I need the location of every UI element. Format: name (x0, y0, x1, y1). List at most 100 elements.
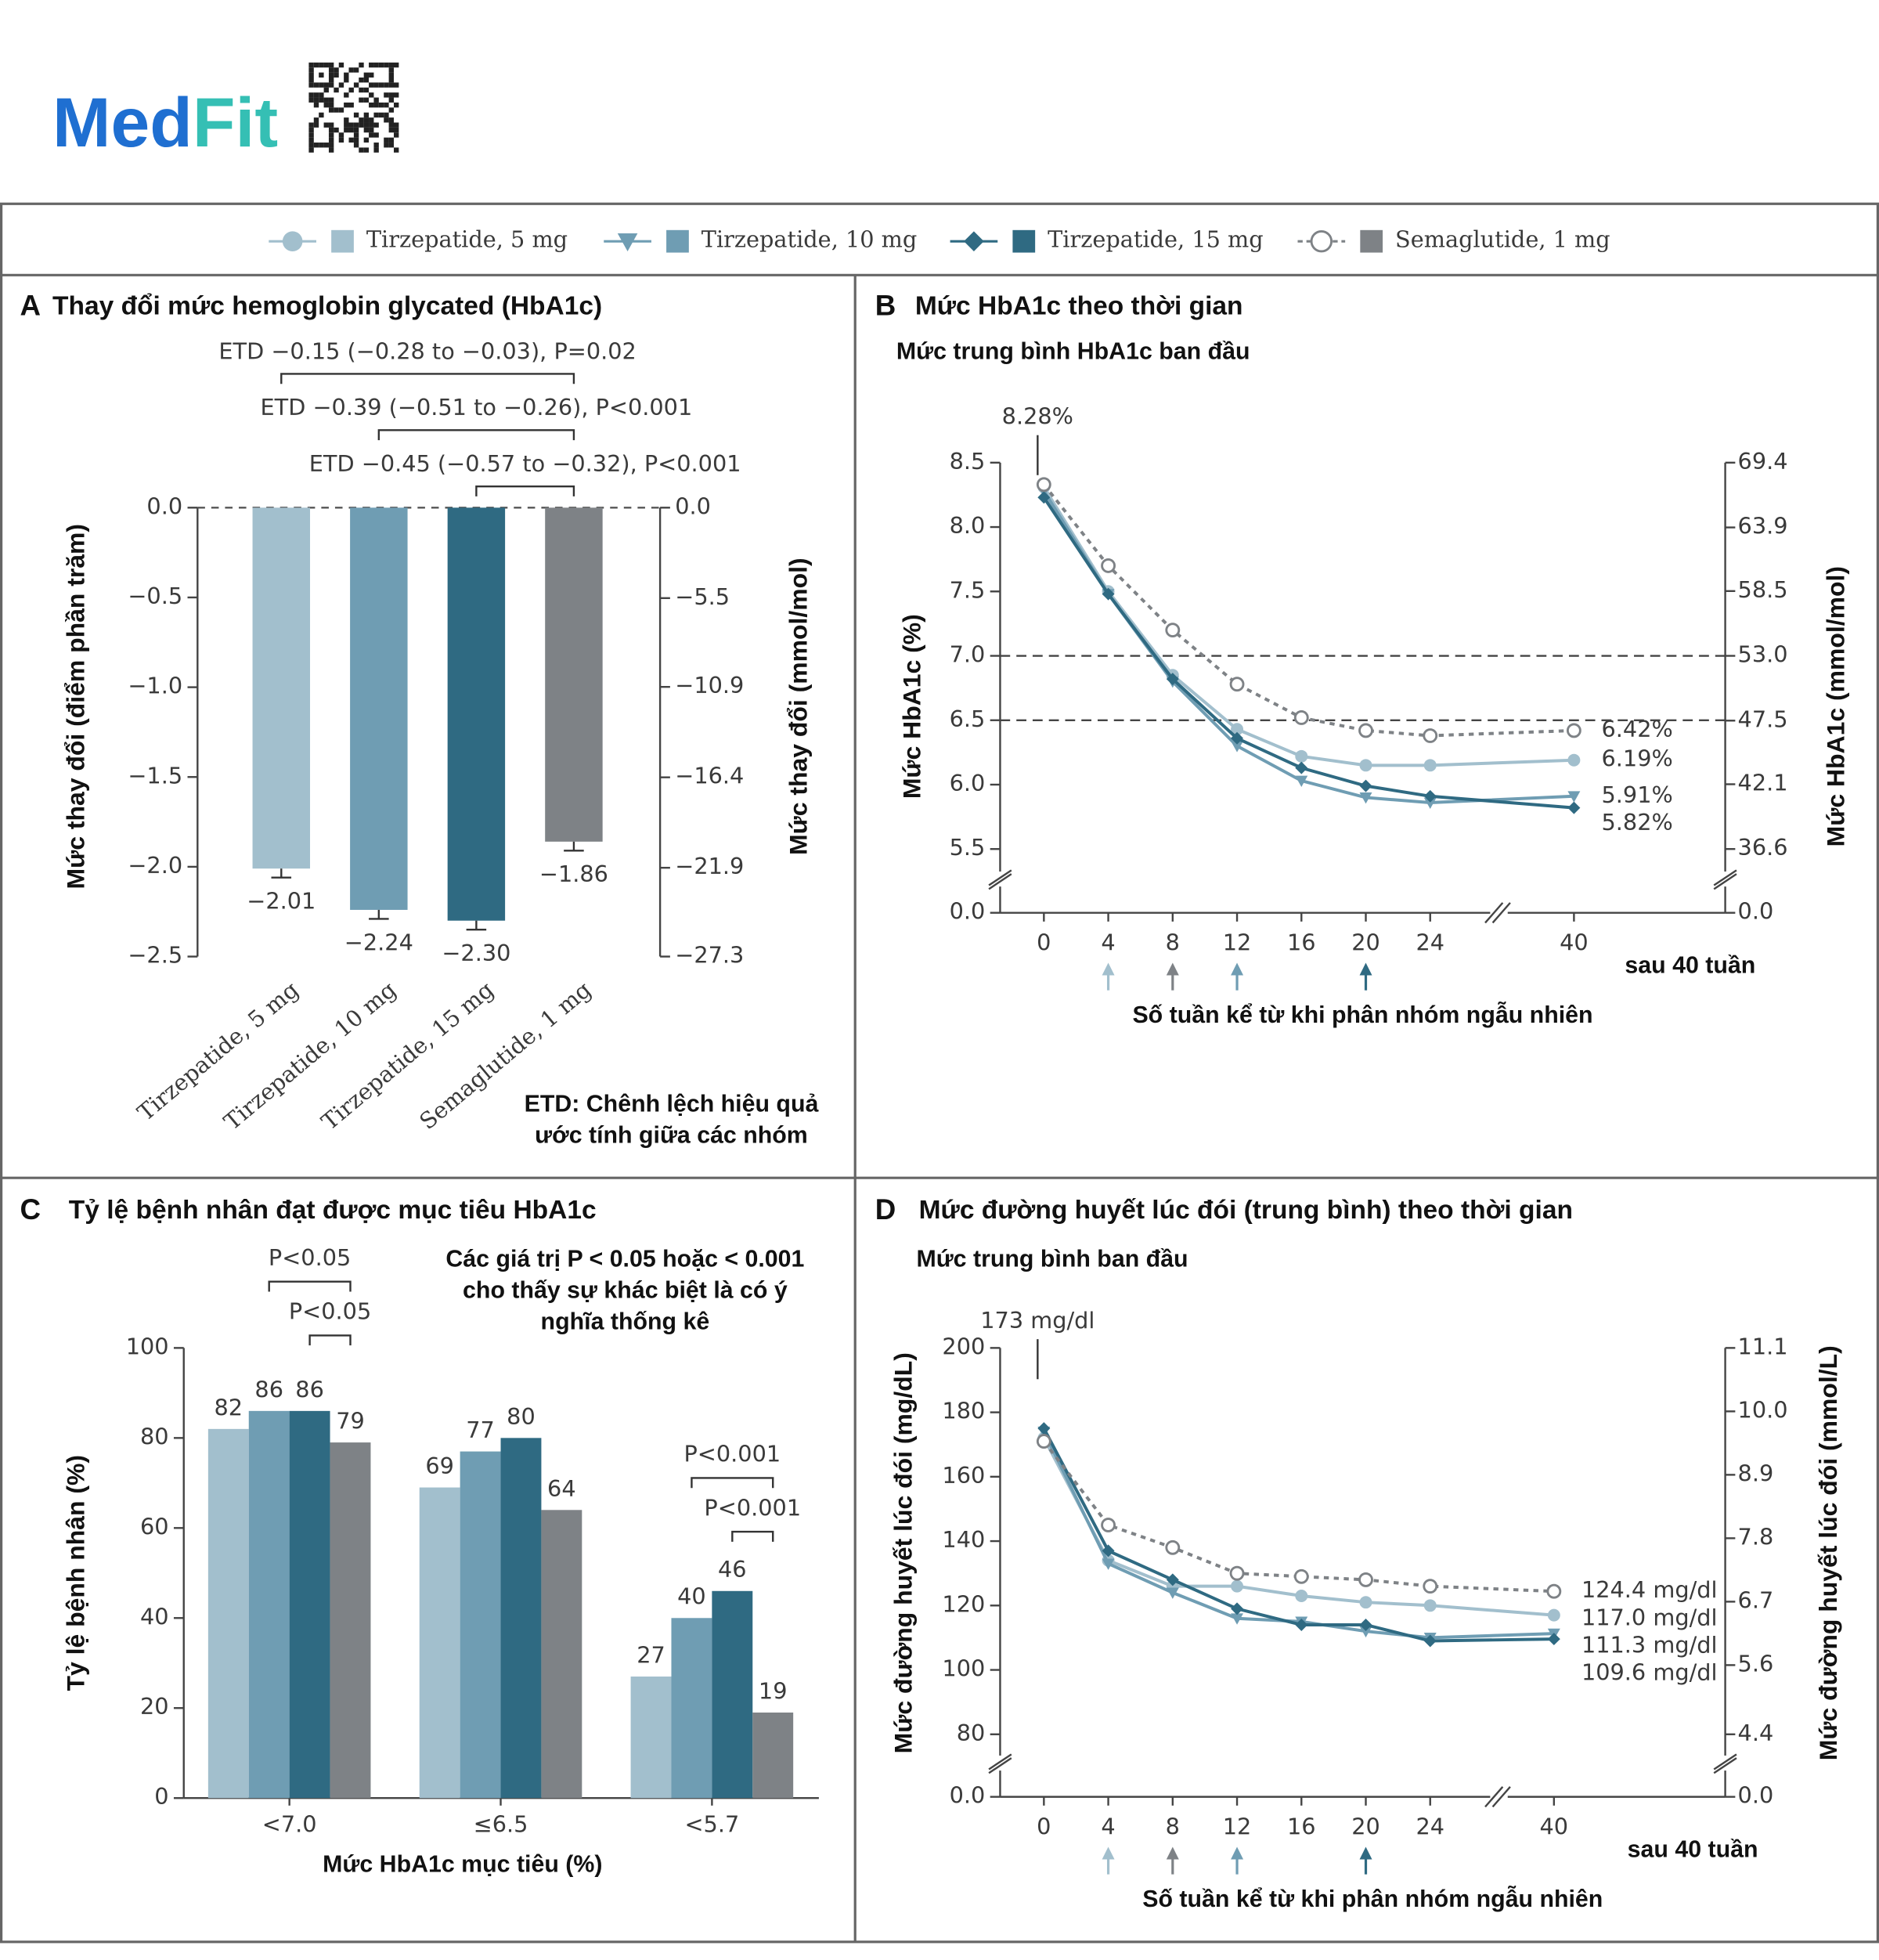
qr-cell (328, 102, 334, 108)
point (1165, 623, 1181, 638)
x-tick-label: 8 (1166, 929, 1180, 956)
axis-title: Mức thay đổi (mmol/mol) (784, 558, 812, 855)
qr-cell (369, 127, 374, 133)
qr-cell (328, 147, 334, 153)
qr-cell (328, 127, 334, 133)
qr-cell (334, 87, 339, 93)
qr-cell (323, 122, 329, 128)
value-label: 19 (759, 1677, 788, 1704)
point (1295, 775, 1308, 788)
qr-cell (369, 92, 374, 98)
qr-cell (373, 147, 379, 153)
qr-cell (393, 122, 399, 128)
escalation-arrowhead (1359, 1846, 1372, 1860)
qr-cell (308, 143, 314, 148)
qr-cell (384, 82, 389, 88)
qr-cell (328, 82, 334, 88)
qr-cell (348, 122, 354, 128)
legend-label: Tirzepatide, 5 mg (366, 226, 568, 253)
point (1359, 759, 1372, 772)
point (1166, 673, 1179, 686)
escalation-arrowhead (1102, 962, 1115, 976)
qr-cell (308, 78, 314, 83)
axis-break (1484, 1786, 1504, 1808)
qr-cell (363, 112, 370, 118)
point (1231, 1579, 1244, 1593)
qr-cell (393, 132, 399, 138)
qr-cell (369, 102, 374, 108)
qr-cell (363, 78, 370, 83)
x-tick-label: <5.7 (684, 1810, 739, 1837)
qr-cell (353, 127, 359, 133)
qr-cell (363, 122, 370, 128)
escalation-arrowhead (1166, 962, 1179, 976)
qr-cell (393, 147, 399, 153)
qr-cell (378, 112, 384, 118)
axis-break (988, 1757, 1012, 1774)
axis-title: Số tuần kể từ khi phân nhóm ngẫu nhiên (1142, 1886, 1603, 1912)
qr-cell (338, 137, 344, 143)
qr-cell (328, 97, 334, 103)
y2-tick-label: 4.4 (1738, 1720, 1774, 1746)
qr-cell (359, 147, 364, 153)
end-label: 111.3 mg/dl (1581, 1631, 1718, 1658)
bar (541, 1510, 582, 1799)
qr-cell (353, 137, 359, 143)
comparison-label: ETD −0.45 (−0.57 to −0.32), P<0.001 (309, 450, 741, 477)
qr-cell (373, 62, 379, 68)
bracket (377, 429, 575, 441)
y-tick-label: 120 (942, 1590, 985, 1617)
qr-cell (363, 97, 370, 103)
axis-break (1713, 1753, 1737, 1770)
qr-cell (363, 127, 370, 133)
qr-cell (353, 143, 359, 148)
qr-cell (373, 122, 379, 128)
y-tick-label: 8.5 (950, 448, 986, 475)
y-tick-label: 7.0 (950, 641, 986, 668)
bar (460, 1451, 501, 1799)
qr-cell (328, 72, 334, 78)
y2-tick-label: 7.8 (1738, 1523, 1774, 1550)
note: ETD: Chênh lệch hiệu quả (525, 1092, 820, 1117)
y-tick-label: 180 (942, 1398, 985, 1424)
y-tick-label: 0.0 (146, 493, 182, 519)
y-tick-label: 7.5 (950, 576, 986, 603)
bar (752, 1712, 794, 1799)
qr-cell (323, 82, 329, 88)
qr-cell (369, 132, 374, 138)
qr-cell (393, 92, 399, 98)
qr-cell (328, 132, 334, 138)
y2-tick-label: 8.9 (1738, 1460, 1774, 1486)
value-label: 77 (466, 1417, 495, 1443)
y2-tick-label: 5.6 (1738, 1650, 1774, 1677)
qr-cell (323, 97, 329, 103)
qr-cell (344, 92, 349, 98)
qr-cell (359, 117, 364, 123)
frame (0, 202, 1879, 1944)
point (1102, 1544, 1115, 1558)
bracket (268, 1280, 352, 1292)
x-tick-label: 0 (1037, 929, 1051, 956)
comparison-label: P<0.001 (704, 1494, 801, 1521)
qr-cell (334, 67, 339, 73)
qr-cell (313, 102, 319, 108)
y2-tick-label: 6.7 (1738, 1586, 1774, 1613)
end-label: 109.6 mg/dl (1581, 1659, 1718, 1686)
y-tick-label: 60 (140, 1513, 169, 1539)
axis-title: Mức thay đổi (điểm phần trăm) (61, 524, 89, 890)
qr-cell (359, 78, 364, 83)
qr-cell (338, 107, 344, 113)
y2-tick-label: 47.5 (1738, 706, 1788, 732)
comparison-label: P<0.001 (683, 1441, 781, 1467)
bar (330, 1442, 371, 1799)
value-label: −2.01 (247, 888, 316, 915)
qr-cell (308, 72, 314, 78)
point (1295, 1589, 1308, 1602)
x-tick-label: 40 (1540, 1814, 1569, 1840)
qr-cell (384, 102, 389, 108)
y2-tick-label: −16.4 (675, 763, 744, 789)
qr-cell (373, 112, 379, 118)
y2-tick-label: 42.1 (1738, 769, 1788, 796)
qr-cell (334, 127, 339, 133)
qr-cell (308, 67, 314, 73)
